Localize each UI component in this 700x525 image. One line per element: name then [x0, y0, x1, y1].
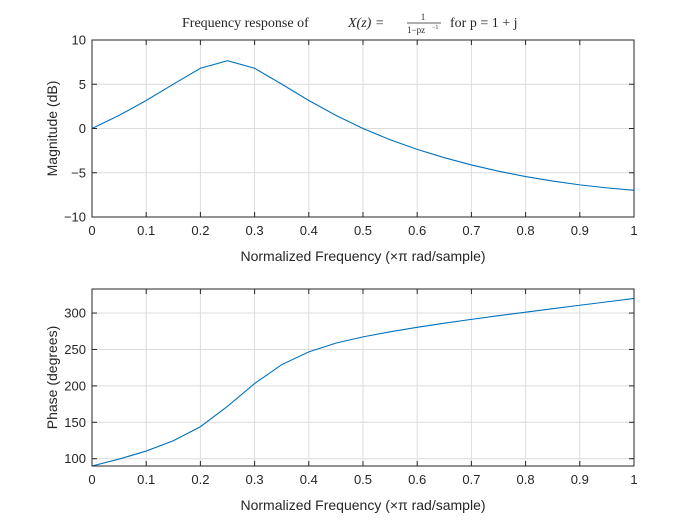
magnitude-panel: 0 0.1 0.2 0.3 0.4 0.5 0.6 0.7 0.8 0.9 1 −10 −5 0 5 10 N… — [44, 33, 638, 265]
magnitude-ylabel: Magnitude (dB) — [44, 81, 60, 177]
phase-ytick-label-1: 150 — [64, 415, 86, 430]
title-prefix: Frequency response of — [182, 16, 309, 31]
phase-xtick-label-6: 0.6 — [408, 472, 426, 487]
magnitude-ytick-label-4: 10 — [72, 33, 86, 48]
title-lhs: X(z) = — [347, 16, 384, 31]
title-numerator: 1 — [421, 12, 426, 22]
phase-panel: 0 0.1 0.2 0.3 0.4 0.5 0.6 0.7 0.8 0.9 1 100 150 200 25… — [44, 288, 638, 513]
phase-xtick-label-2: 0.2 — [191, 472, 209, 487]
phase-line — [91, 297, 635, 467]
phase-xtick-label-5: 0.5 — [354, 472, 372, 487]
phase-ticks: 0 0.1 0.2 0.3 0.4 0.5 0.6 0.7 0.8 0.9 1 100 150 200 25… — [64, 289, 638, 487]
phase-xtick-label-3: 0.3 — [246, 472, 264, 487]
phase-xtick-label-10: 1 — [630, 472, 637, 487]
magnitude-xtick-label-8: 0.8 — [517, 223, 535, 238]
phase-xtick-label-8: 0.8 — [517, 472, 535, 487]
magnitude-ytick-label-3: 5 — [79, 77, 86, 92]
magnitude-xtick-label-4: 0.4 — [300, 223, 318, 238]
magnitude-xtick-label-0: 0 — [88, 223, 95, 238]
phase-ylabel: Phase (degrees) — [44, 326, 60, 430]
title-suffix: for p = 1 + j — [450, 16, 518, 31]
magnitude-xlabel: Normalized Frequency (×π rad/sample) — [240, 248, 485, 264]
phase-xtick-label-7: 0.7 — [462, 472, 480, 487]
phase-ytick-label-2: 200 — [64, 378, 86, 393]
magnitude-xtick-label-5: 0.5 — [354, 223, 372, 238]
magnitude-xtick-label-10: 1 — [630, 223, 637, 238]
magnitude-xtick-label-9: 0.9 — [571, 223, 589, 238]
magnitude-xtick-label-3: 0.3 — [246, 223, 264, 238]
phase-ytick-label-3: 250 — [64, 342, 86, 357]
phase-ytick-label-4: 300 — [64, 306, 86, 321]
phase-grid — [91, 289, 635, 466]
magnitude-xtick-label-2: 0.2 — [191, 223, 209, 238]
phase-xtick-label-0: 0 — [88, 472, 95, 487]
magnitude-line — [91, 60, 635, 191]
magnitude-ytick-label-1: −5 — [71, 165, 86, 180]
phase-xtick-label-1: 0.1 — [137, 472, 155, 487]
phase-ytick-label-0: 100 — [64, 451, 86, 466]
phase-xlabel: Normalized Frequency (×π rad/sample) — [240, 497, 485, 513]
magnitude-ytick-label-2: 0 — [79, 121, 86, 136]
phase-xtick-label-9: 0.9 — [571, 472, 589, 487]
magnitude-ticks: 0 0.1 0.2 0.3 0.4 0.5 0.6 0.7 0.8 0.9 1 −10 −5 0 5 10 — [64, 33, 638, 239]
title-exponent: −1 — [432, 25, 438, 31]
magnitude-ytick-label-0: −10 — [64, 210, 86, 225]
chart-title: Frequency response of X(z) = 1 1−pz −1 f… — [182, 12, 518, 35]
phase-xtick-label-4: 0.4 — [300, 472, 318, 487]
magnitude-xtick-label-6: 0.6 — [408, 223, 426, 238]
magnitude-xtick-label-7: 0.7 — [462, 223, 480, 238]
title-denominator: 1−pz — [407, 25, 425, 35]
magnitude-xtick-label-1: 0.1 — [137, 223, 155, 238]
